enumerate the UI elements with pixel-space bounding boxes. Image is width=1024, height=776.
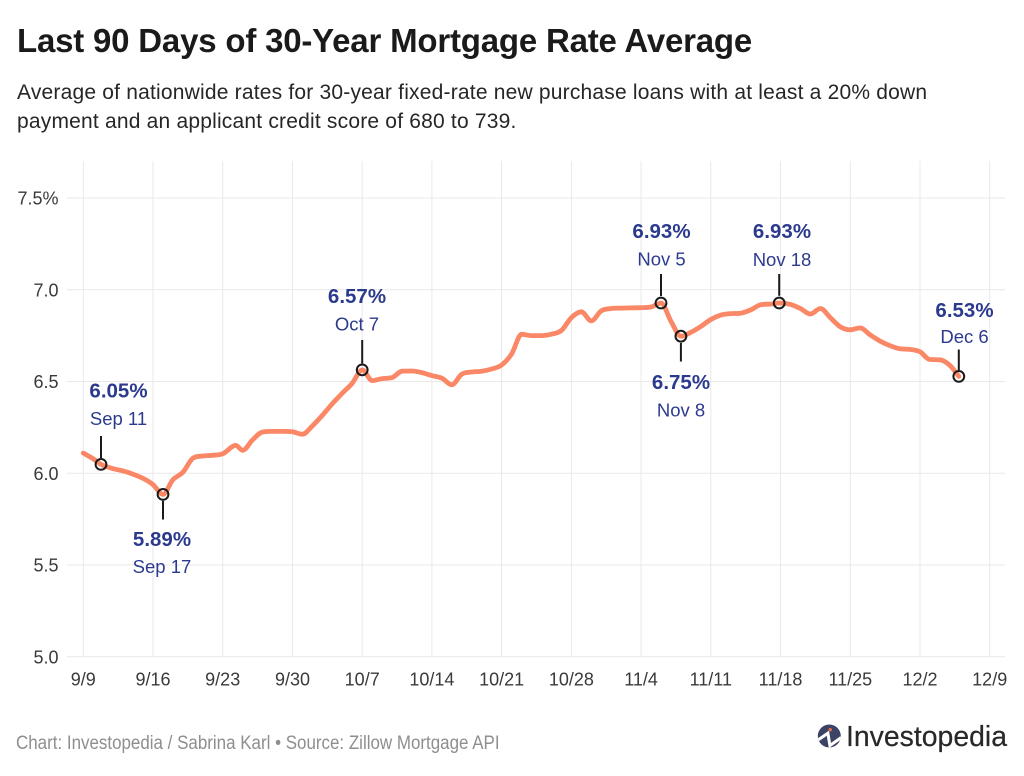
svg-text:10/28: 10/28 — [549, 670, 594, 690]
svg-text:6.0: 6.0 — [33, 464, 58, 484]
svg-text:11/18: 11/18 — [759, 670, 803, 690]
svg-text:6.53%: 6.53% — [935, 299, 993, 322]
svg-text:Nov 5: Nov 5 — [637, 248, 685, 269]
svg-text:11/4: 11/4 — [624, 670, 658, 690]
svg-text:6.5: 6.5 — [33, 372, 58, 392]
svg-text:Nov 18: Nov 18 — [753, 249, 812, 270]
svg-text:6.93%: 6.93% — [753, 220, 811, 243]
svg-text:9/9: 9/9 — [71, 670, 96, 690]
svg-text:Oct 7: Oct 7 — [335, 313, 379, 334]
svg-text:5.5: 5.5 — [33, 556, 58, 576]
svg-text:6.93%: 6.93% — [632, 220, 690, 243]
svg-text:6.75%: 6.75% — [652, 371, 710, 394]
svg-text:9/16: 9/16 — [135, 670, 170, 690]
svg-text:11/25: 11/25 — [828, 670, 872, 690]
svg-text:9/30: 9/30 — [275, 670, 310, 690]
svg-text:12/9: 12/9 — [972, 670, 1007, 690]
svg-text:Dec 6: Dec 6 — [940, 326, 988, 347]
svg-text:11/11: 11/11 — [690, 670, 732, 690]
svg-text:Sep 11: Sep 11 — [90, 408, 147, 429]
svg-text:10/21: 10/21 — [479, 670, 524, 690]
svg-text:9/23: 9/23 — [205, 670, 240, 690]
svg-text:6.57%: 6.57% — [328, 285, 386, 308]
svg-text:7.5%: 7.5% — [17, 189, 58, 209]
svg-text:6.05%: 6.05% — [89, 380, 147, 403]
svg-text:5.89%: 5.89% — [133, 528, 191, 551]
svg-text:10/7: 10/7 — [345, 670, 380, 690]
svg-text:5.0: 5.0 — [33, 647, 58, 667]
svg-text:Nov 8: Nov 8 — [657, 399, 705, 420]
svg-text:Sep 17: Sep 17 — [133, 556, 192, 577]
svg-text:10/14: 10/14 — [409, 670, 454, 690]
svg-text:12/2: 12/2 — [902, 670, 937, 690]
svg-text:7.0: 7.0 — [33, 280, 58, 300]
